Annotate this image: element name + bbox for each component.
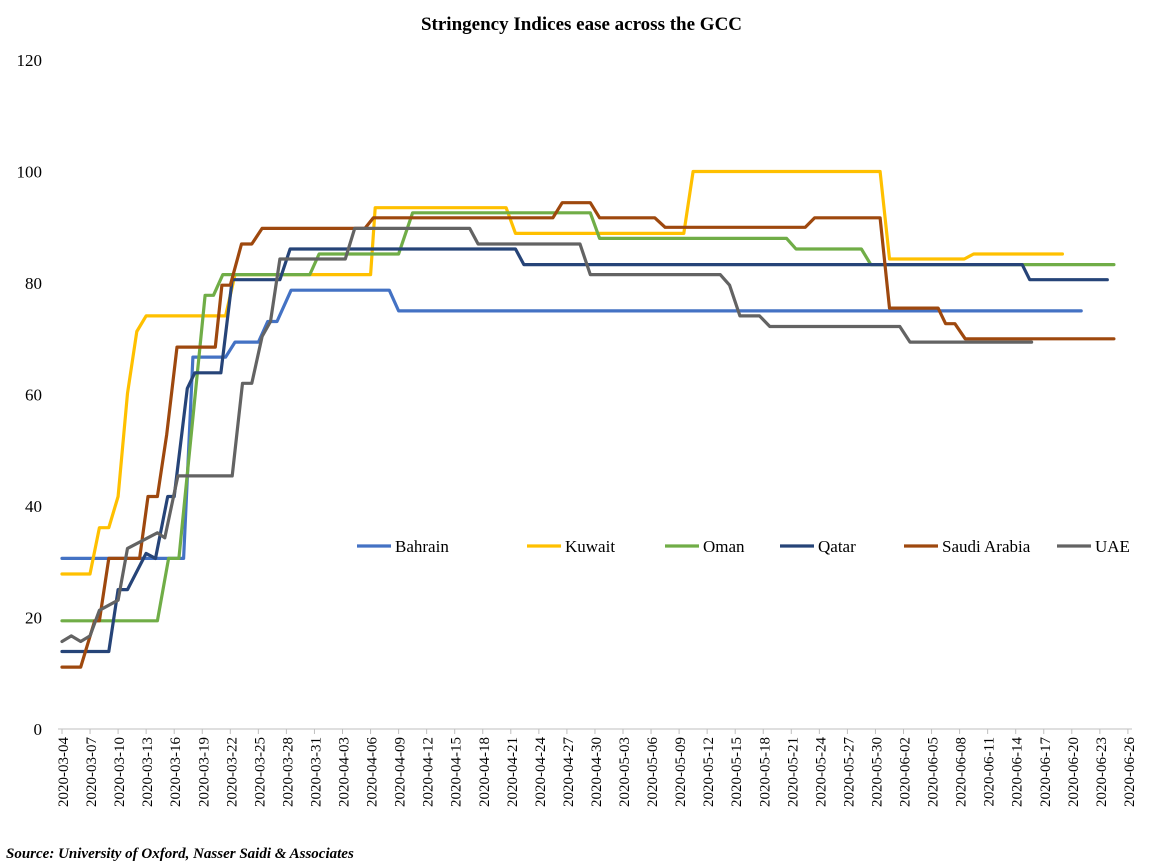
x-tick-label: 2020-03-25 <box>252 737 268 807</box>
x-tick-label: 2020-03-31 <box>308 737 324 807</box>
x-tick-label: 2020-06-14 <box>1010 737 1026 807</box>
x-tick-label: 2020-04-30 <box>589 737 605 807</box>
x-tick-label: 2020-05-15 <box>729 737 745 807</box>
y-tick-label: 120 <box>17 51 43 70</box>
series-line-kuwait <box>60 169 1065 576</box>
x-tick-label: 2020-05-21 <box>785 737 801 807</box>
x-tick-label: 2020-04-06 <box>365 737 381 807</box>
x-tick-label: 2020-06-05 <box>926 737 942 807</box>
x-tick-label: 2020-04-03 <box>337 737 353 807</box>
x-tick-label: 2020-05-06 <box>645 737 661 807</box>
legend-label: Oman <box>703 537 745 556</box>
y-tick-label: 20 <box>25 609 42 628</box>
x-tick-label: 2020-05-24 <box>813 737 829 807</box>
x-tick-label: 2020-03-16 <box>168 737 184 807</box>
x-tick-label: 2020-06-11 <box>982 737 998 806</box>
x-tick-label: 2020-05-12 <box>701 737 717 807</box>
legend-label: Saudi Arabia <box>942 537 1031 556</box>
x-tick-label: 2020-04-12 <box>421 737 437 807</box>
y-tick-label: 40 <box>25 497 42 516</box>
legend-label: Kuwait <box>565 537 615 556</box>
x-tick-label: 2020-04-15 <box>449 737 465 807</box>
x-tick-label: 2020-03-28 <box>280 737 296 807</box>
x-tick-label: 2020-05-27 <box>841 737 857 807</box>
y-tick-label: 80 <box>25 274 42 293</box>
y-tick-label: 60 <box>25 386 42 405</box>
chart-title: Stringency Indices ease across the GCC <box>420 14 743 35</box>
x-tick-label: 2020-06-08 <box>954 737 970 807</box>
y-tick-label: 100 <box>17 163 43 182</box>
x-tick-label: 2020-06-23 <box>1094 737 1110 807</box>
x-tick-label: 2020-05-09 <box>673 737 689 807</box>
x-tick-label: 2020-04-21 <box>505 737 521 807</box>
x-tick-label: 2020-04-09 <box>393 737 409 807</box>
series-line-bahrain <box>60 288 1083 561</box>
x-tick-label: 2020-06-17 <box>1038 737 1054 807</box>
x-tick-label: 2020-03-19 <box>196 737 212 807</box>
legend-label: Bahrain <box>395 537 449 556</box>
x-tick-label: 2020-06-26 <box>1122 737 1138 807</box>
source-note: Source: University of Oxford, Nasser Sai… <box>6 846 354 862</box>
x-tick-label: 2020-03-22 <box>224 737 240 807</box>
x-tick-label: 2020-05-03 <box>617 737 633 807</box>
x-tick-label: 2020-03-13 <box>140 737 156 807</box>
series-line-uae <box>60 226 1034 644</box>
x-tick-label: 2020-06-02 <box>898 737 914 807</box>
x-tick-label: 2020-05-18 <box>757 737 773 807</box>
x-tick-label: 2020-03-07 <box>84 737 100 807</box>
x-tick-label: 2020-04-24 <box>533 737 549 807</box>
x-tick-label: 2020-05-30 <box>869 737 885 807</box>
legend-label: UAE <box>1095 537 1130 556</box>
x-tick-label: 2020-04-18 <box>477 737 493 807</box>
legend-label: Qatar <box>818 537 856 556</box>
x-tick-label: 2020-04-27 <box>561 737 577 807</box>
series-line-qatar <box>60 247 1109 654</box>
x-tick-label: 2020-03-10 <box>112 737 128 807</box>
x-tick-label: 2020-03-04 <box>56 737 72 807</box>
series-line-oman <box>60 211 1116 623</box>
x-tick-label: 2020-06-20 <box>1066 737 1082 807</box>
y-tick-label: 0 <box>34 720 43 739</box>
